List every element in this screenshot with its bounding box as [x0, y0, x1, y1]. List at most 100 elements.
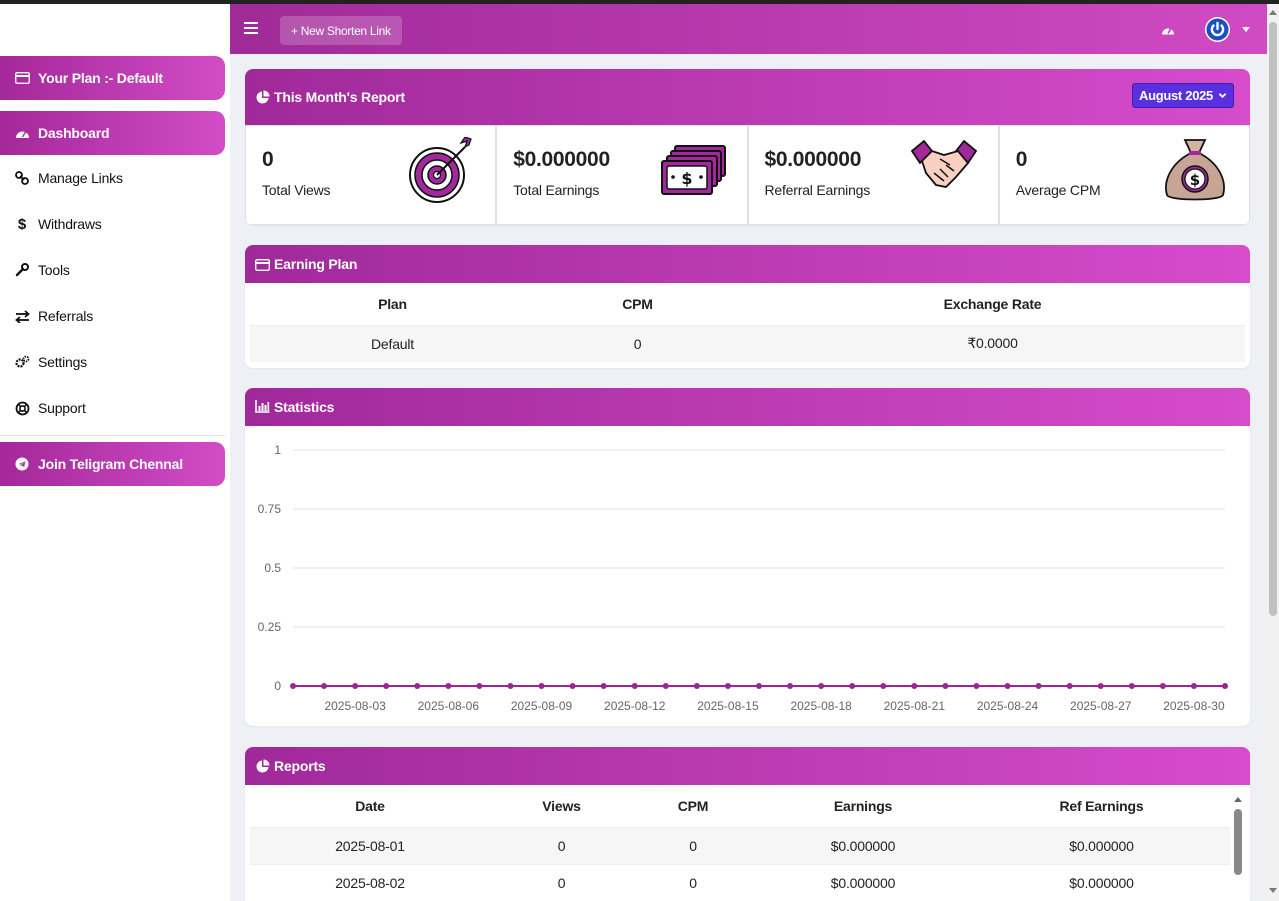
- data-point[interactable]: [1222, 683, 1228, 689]
- scroll-down-icon[interactable]: [1269, 888, 1277, 893]
- data-point[interactable]: [538, 683, 545, 689]
- avatar[interactable]: [1205, 17, 1230, 42]
- month-report-card: This Month's Report August 2025 0 Total …: [245, 69, 1250, 225]
- table-scrollbar-thumb[interactable]: [1234, 809, 1242, 875]
- data-point[interactable]: [911, 683, 918, 689]
- sidebar-item-support[interactable]: Support: [0, 388, 225, 428]
- data-point[interactable]: [662, 683, 669, 689]
- stat-value: $0.000000: [764, 148, 862, 171]
- data-point[interactable]: [1128, 683, 1135, 689]
- sidebar-item-dashboard[interactable]: Dashboard: [0, 111, 225, 155]
- data-point[interactable]: [756, 683, 762, 689]
- month-report-header: This Month's Report August 2025: [245, 69, 1250, 125]
- data-point[interactable]: [787, 683, 794, 689]
- data-point[interactable]: [693, 683, 700, 689]
- dollar-icon: $: [17, 215, 27, 233]
- data-point[interactable]: [445, 683, 452, 689]
- dashboard-icon: [14, 125, 30, 141]
- data-point[interactable]: [414, 683, 421, 689]
- svg-text:$: $: [681, 169, 692, 188]
- hamburger-menu-icon[interactable]: [244, 22, 258, 34]
- data-point[interactable]: [631, 683, 638, 689]
- sidebar-item-label: Manage Links: [38, 170, 123, 186]
- x-tick-label: 2025-08-15: [697, 699, 759, 713]
- data-point[interactable]: [1066, 683, 1073, 689]
- scrollbar-thumb[interactable]: [1269, 22, 1277, 616]
- data-point[interactable]: [849, 683, 856, 689]
- x-tick-label: 2025-08-24: [977, 699, 1039, 713]
- data-point[interactable]: [818, 683, 825, 689]
- data-point[interactable]: [321, 683, 328, 689]
- data-point[interactable]: [973, 683, 980, 689]
- data-point[interactable]: [880, 683, 887, 689]
- table-cell: Default: [250, 324, 535, 362]
- stat-label: Total Views: [262, 182, 331, 198]
- chart-area: 0 0.25 0.5 0.75 1 2025-08-03 2025-08-06 2025-08…: [245, 426, 1250, 726]
- data-point[interactable]: [352, 683, 359, 689]
- sidebar-item-label: Withdraws: [38, 216, 102, 232]
- plan-label: Your Plan :- Default: [38, 70, 163, 86]
- new-shorten-link-button[interactable]: + New Shorten Link: [280, 16, 402, 45]
- x-tick-label: 2025-08-09: [511, 699, 573, 713]
- power-icon: [1206, 18, 1229, 41]
- pie-chart-icon: [255, 90, 270, 105]
- table-row: 2025-08-02 0 0 $0.000000 $0.000000: [250, 863, 1230, 901]
- x-tick-label: 2025-08-03: [324, 699, 386, 713]
- sidebar-item-tools[interactable]: Tools: [0, 250, 225, 290]
- telegram-icon: [14, 456, 30, 472]
- table-cell: $0.000000: [973, 863, 1230, 901]
- earning-plan-title: Earning Plan: [274, 256, 358, 272]
- table-row: 2025-08-01 0 0 $0.000000 $0.000000: [250, 826, 1230, 864]
- chevron-down-icon[interactable]: [1242, 27, 1250, 32]
- data-point[interactable]: [569, 683, 576, 689]
- data-point[interactable]: [290, 683, 296, 689]
- data-point[interactable]: [724, 683, 731, 689]
- sidebar-item-settings[interactable]: Settings: [0, 342, 225, 382]
- page-scrollbar[interactable]: [1267, 4, 1279, 901]
- plan-badge[interactable]: Your Plan :- Default: [0, 56, 225, 100]
- sidebar-item-manage-links[interactable]: Manage Links: [0, 158, 225, 198]
- stat-value: $0.000000: [513, 148, 610, 171]
- table-cell: 0: [535, 324, 740, 362]
- life-ring-icon: [14, 400, 30, 416]
- telegram-label: Join Teligram Chennal: [38, 456, 183, 472]
- data-point[interactable]: [383, 683, 390, 689]
- sidebar-item-referrals[interactable]: Referrals: [0, 296, 225, 336]
- sidebar-item-withdraws[interactable]: $ Withdraws: [0, 204, 225, 244]
- exchange-icon: [14, 308, 30, 324]
- month-select[interactable]: August 2025: [1131, 83, 1234, 108]
- statistics-header: Statistics: [245, 388, 1250, 426]
- column-header: Views: [542, 797, 581, 814]
- credit-card-icon: [14, 70, 30, 86]
- data-point[interactable]: [600, 683, 607, 689]
- column-header: CPM: [677, 797, 709, 814]
- y-tick-label: 0.5: [264, 561, 281, 575]
- month-select-value: August 2025: [1138, 88, 1213, 103]
- data-point[interactable]: [942, 683, 949, 689]
- x-tick-label: 2025-08-06: [418, 699, 480, 713]
- telegram-button[interactable]: Join Teligram Chennal: [0, 442, 225, 486]
- sidebar: Your Plan :- Default Dashboard Manage Li…: [0, 4, 230, 901]
- data-point[interactable]: [1159, 683, 1166, 689]
- wrench-icon: [14, 262, 30, 278]
- scroll-up-icon[interactable]: [1269, 10, 1277, 15]
- stat-label: Referral Earnings: [764, 182, 871, 198]
- table-scroll-up-icon[interactable]: [1234, 797, 1242, 802]
- target-icon: [409, 137, 473, 203]
- gauge-icon[interactable]: [1161, 23, 1175, 35]
- data-point[interactable]: [1190, 683, 1197, 689]
- sidebar-item-label: Support: [38, 400, 86, 416]
- x-tick-label: 2025-08-30: [1163, 699, 1225, 713]
- earning-plan-table: Plan CPM Exchange Rate Default 0 ₹0.0000: [250, 283, 1245, 362]
- data-point[interactable]: [1035, 683, 1042, 689]
- bar-chart-icon: [255, 399, 270, 415]
- data-point[interactable]: [476, 683, 483, 689]
- sidebar-divider: [0, 435, 225, 436]
- data-point[interactable]: [1004, 683, 1011, 689]
- top-header: + New Shorten Link: [230, 4, 1267, 54]
- stats-row: 0 Total Views $0.000000 Total Earnings: [245, 125, 1250, 225]
- data-point[interactable]: [507, 683, 514, 689]
- column-header: Earnings: [833, 797, 893, 814]
- svg-text:$: $: [1190, 171, 1200, 189]
- data-point[interactable]: [1097, 683, 1104, 689]
